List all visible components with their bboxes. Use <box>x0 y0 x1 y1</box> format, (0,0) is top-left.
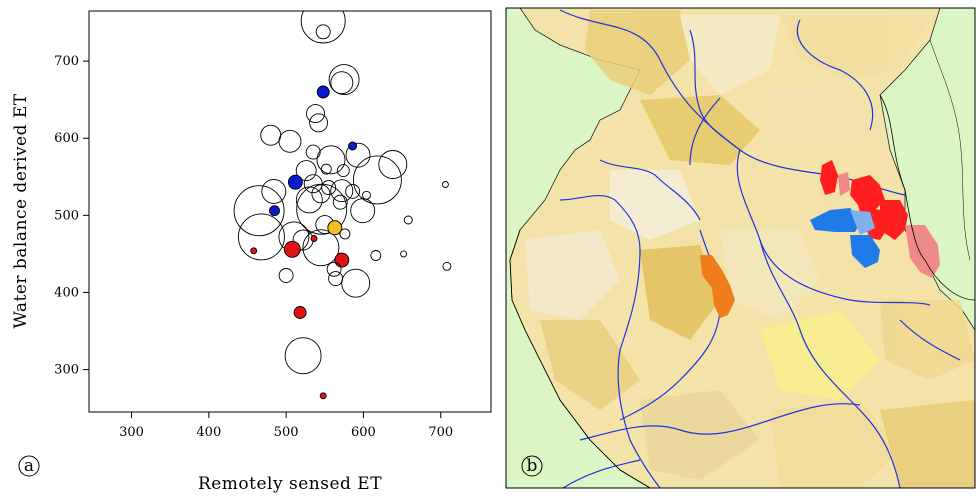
data-point-31 <box>233 185 285 237</box>
data-point-3 <box>330 71 354 95</box>
highlighted-basins <box>700 160 940 318</box>
data-point-54 <box>319 392 327 400</box>
panel-a-label: a <box>18 455 40 477</box>
data-point-7 <box>260 124 282 146</box>
data-point-8 <box>278 129 302 153</box>
data-point-26 <box>332 194 348 210</box>
scatter-points <box>233 11 452 400</box>
data-point-10 <box>348 141 358 151</box>
x-axis: 300 400 500 600 700 <box>119 412 453 440</box>
data-point-51 <box>341 268 371 298</box>
data-point-2 <box>328 64 360 96</box>
panel-b-label: b <box>521 455 543 477</box>
data-point-0 <box>300 11 346 44</box>
data-point-12 <box>316 145 346 175</box>
data-point-15 <box>336 164 350 178</box>
data-point-6 <box>309 113 329 133</box>
y-tick-label-400: 400 <box>54 285 79 300</box>
data-point-47 <box>326 261 342 277</box>
data-point-49 <box>278 268 294 283</box>
panel-b-map: b <box>505 7 976 489</box>
data-point-29 <box>350 198 376 224</box>
data-point-30 <box>269 205 280 217</box>
data-point-17 <box>295 160 317 182</box>
y-axis-title: Water balance derived ET <box>11 93 31 328</box>
x-tick-label-500: 500 <box>274 425 299 440</box>
x-axis-title: Remotely sensed ET <box>198 474 382 494</box>
data-point-1 <box>315 24 331 40</box>
data-point-21 <box>311 184 331 204</box>
data-point-13 <box>378 150 408 179</box>
data-point-44 <box>370 250 382 261</box>
data-point-36 <box>237 213 285 261</box>
data-point-11 <box>345 142 371 168</box>
data-point-16 <box>320 163 332 175</box>
data-point-45 <box>400 250 408 258</box>
y-tick-label-600: 600 <box>54 131 79 146</box>
data-point-52 <box>293 306 307 319</box>
data-point-4 <box>316 85 330 99</box>
data-point-42 <box>283 240 301 258</box>
panel-a-scatter: 300 400 500 600 700 300 400 500 600 700 Remotely… <box>11 10 492 494</box>
data-point-41 <box>302 229 340 267</box>
data-point-25 <box>362 190 371 200</box>
data-point-53 <box>284 337 322 375</box>
data-point-27 <box>261 178 287 204</box>
plot-frame <box>88 10 492 413</box>
data-point-24 <box>345 183 361 199</box>
data-point-35 <box>327 220 343 236</box>
x-tick-label-700: 700 <box>428 425 453 440</box>
data-point-28 <box>441 181 449 188</box>
data-point-19 <box>303 174 323 194</box>
data-point-39 <box>310 235 318 242</box>
y-tick-label-300: 300 <box>54 363 79 378</box>
svg-text:b: b <box>527 456 538 476</box>
borders <box>509 39 975 488</box>
map-frame <box>505 7 976 489</box>
data-point-23 <box>330 179 354 203</box>
svg-text:a: a <box>24 456 34 476</box>
y-tick-label-700: 700 <box>54 54 79 69</box>
data-point-40 <box>339 228 351 240</box>
data-point-46 <box>334 252 350 268</box>
data-point-5 <box>306 104 325 124</box>
data-point-48 <box>442 261 452 271</box>
x-tick-label-600: 600 <box>351 425 376 440</box>
y-axis: 300 400 500 600 700 <box>54 54 89 378</box>
data-point-9 <box>305 144 321 160</box>
data-point-22 <box>295 186 323 214</box>
y-tick-label-500: 500 <box>54 208 79 223</box>
data-point-14 <box>352 155 402 205</box>
data-point-18 <box>287 174 303 190</box>
sub-basins <box>525 10 975 488</box>
x-tick-label-300: 300 <box>119 425 144 440</box>
data-point-33 <box>403 215 413 225</box>
data-point-50 <box>328 271 344 287</box>
data-point-43 <box>250 247 258 255</box>
x-tick-label-400: 400 <box>196 425 221 440</box>
data-point-32 <box>296 183 348 235</box>
data-point-20 <box>321 180 337 196</box>
